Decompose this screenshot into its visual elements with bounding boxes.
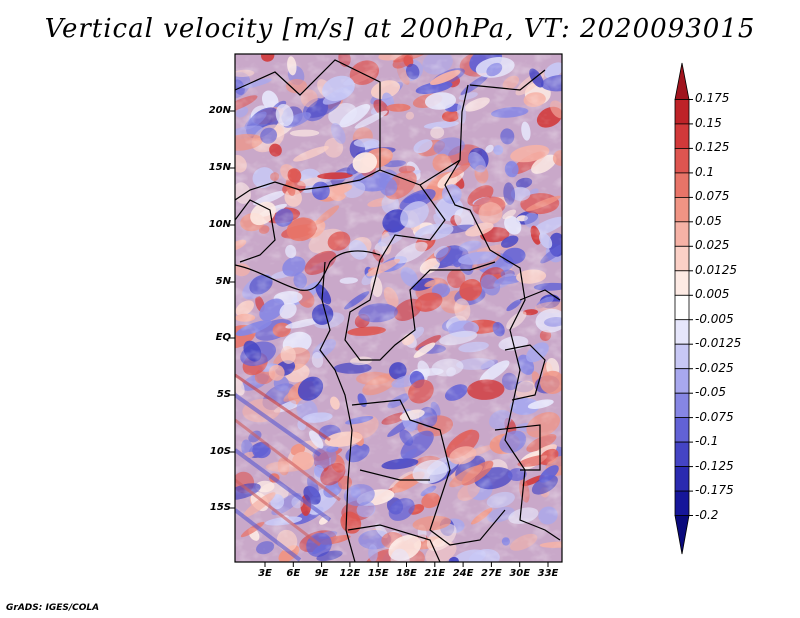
colorbar-label: -0.175 — [695, 483, 734, 498]
lon-label: 9E — [314, 568, 329, 579]
lon-label: 30E — [509, 568, 531, 579]
velocity-field — [235, 54, 562, 562]
colorbar-label: 0.1 — [695, 164, 715, 179]
colorbar-swatch — [674, 123, 690, 149]
lon-label: 3E — [258, 568, 272, 579]
colorbar-swatch — [674, 245, 690, 272]
colorbar-label: 0.025 — [695, 238, 730, 253]
colorbar-label: -0.1 — [695, 434, 719, 449]
lat-label: EQ — [215, 332, 231, 343]
colorbar-label: 0.175 — [695, 91, 730, 106]
lon-label: 6E — [286, 568, 301, 579]
colorbar-swatch — [674, 417, 690, 443]
colorbar-swatch — [674, 294, 690, 321]
lat-label: 15N — [208, 162, 231, 173]
colorbar-label: 0.125 — [695, 140, 730, 155]
colorbar-label: -0.075 — [695, 409, 734, 424]
colorbar-label: 0.005 — [695, 287, 730, 302]
colorbar-swatch — [674, 147, 690, 174]
lat-label: 5N — [215, 276, 231, 287]
lat-label: 15S — [209, 502, 231, 513]
colorbar-swatch — [674, 343, 690, 370]
lon-label: 18E — [396, 568, 417, 579]
colorbar-swatch — [674, 62, 690, 100]
grads-credit: GrADS: IGES/COLA — [6, 603, 100, 613]
lon-label: 33E — [537, 568, 559, 579]
colorbar-label: -0.005 — [695, 311, 734, 326]
colorbar-swatch — [674, 319, 690, 345]
colorbar-swatch — [674, 515, 690, 555]
lon-label: 27E — [481, 568, 502, 579]
colorbar-swatch — [674, 368, 690, 394]
colorbar-label: -0.2 — [695, 507, 719, 522]
colorbar-swatch — [674, 441, 690, 468]
colorbar-swatch — [674, 490, 690, 517]
lon-label: 21E — [424, 568, 446, 579]
colorbar-swatch — [674, 99, 690, 125]
country-borders — [235, 59, 561, 562]
colorbar-label: 0.075 — [695, 189, 730, 204]
colorbar-label: 0.15 — [695, 115, 722, 130]
lon-label: 12E — [339, 568, 361, 579]
lat-label: 10N — [208, 219, 231, 230]
colorbar-swatch — [674, 392, 690, 419]
colorbar-label: 0.0125 — [695, 262, 737, 277]
colorbar-swatch — [674, 270, 690, 296]
lat-label: 10S — [209, 446, 231, 457]
colorbar-swatch — [674, 172, 690, 198]
colorbar-swatch — [674, 221, 690, 247]
lon-label: 24E — [452, 568, 474, 579]
map-frame — [234, 53, 563, 563]
lat-label: 5S — [216, 389, 231, 400]
colorbar-label: -0.025 — [695, 360, 734, 375]
colorbar — [674, 62, 693, 555]
colorbar-swatch — [674, 196, 690, 223]
colorbar-label: -0.05 — [695, 385, 727, 400]
lat-label: 20N — [208, 105, 231, 116]
plot-title: Vertical velocity [m/s] at 200hPa, VT: 2… — [44, 14, 756, 44]
colorbar-label: -0.0125 — [695, 336, 742, 351]
colorbar-swatch — [674, 466, 690, 492]
colorbar-label: -0.125 — [695, 458, 734, 473]
colorbar-label: 0.05 — [695, 213, 722, 228]
lon-label: 15E — [367, 568, 389, 579]
